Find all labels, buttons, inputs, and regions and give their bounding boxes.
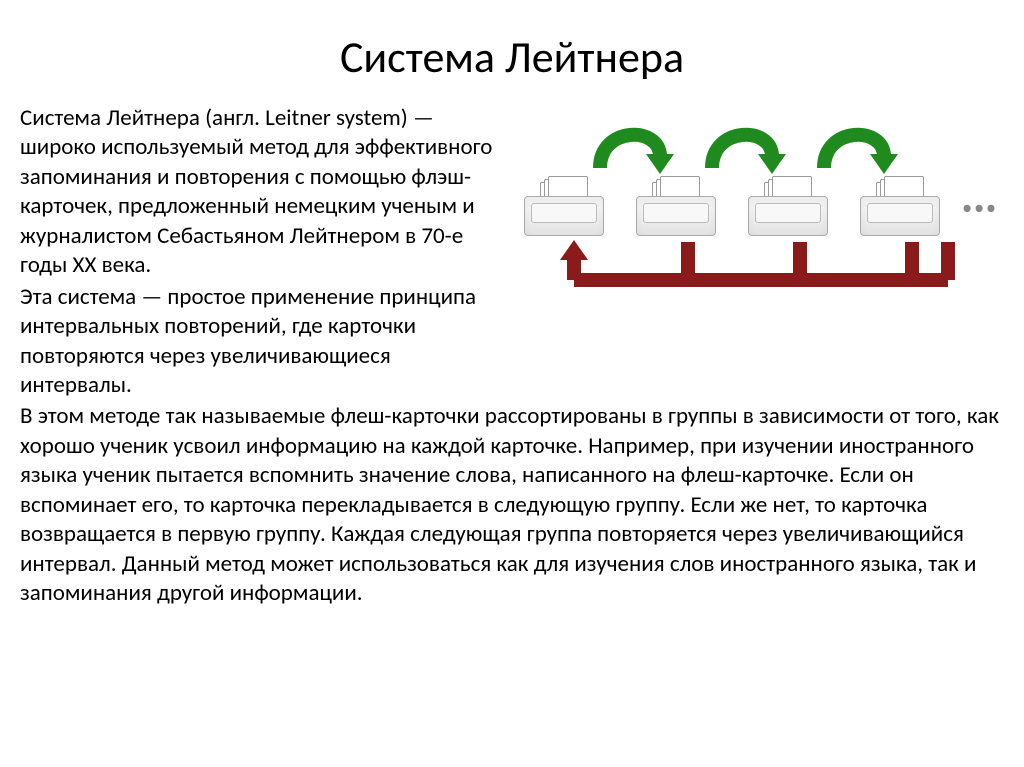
paragraph-intro: Система Лейтнера (англ. Leitner system) …	[20, 104, 500, 281]
card-box	[860, 178, 940, 236]
leitner-diagram: •••	[514, 104, 1004, 294]
paragraph-principle: Эта система — простое применение принцип…	[20, 283, 500, 401]
back-arrows-icon	[528, 240, 988, 296]
ellipsis-label: •••	[962, 196, 998, 220]
page-title: Система Лейтнера	[20, 30, 1004, 84]
content: ••• Система Лейтнера (англ. Leitner syst…	[20, 104, 1004, 608]
card-box	[524, 178, 604, 236]
box-row	[524, 178, 940, 236]
paragraph-method: В этом методе так называемые флеш-карточ…	[20, 402, 1004, 608]
card-box	[748, 178, 828, 236]
card-box	[636, 178, 716, 236]
forward-arrows-icon	[582, 106, 942, 178]
